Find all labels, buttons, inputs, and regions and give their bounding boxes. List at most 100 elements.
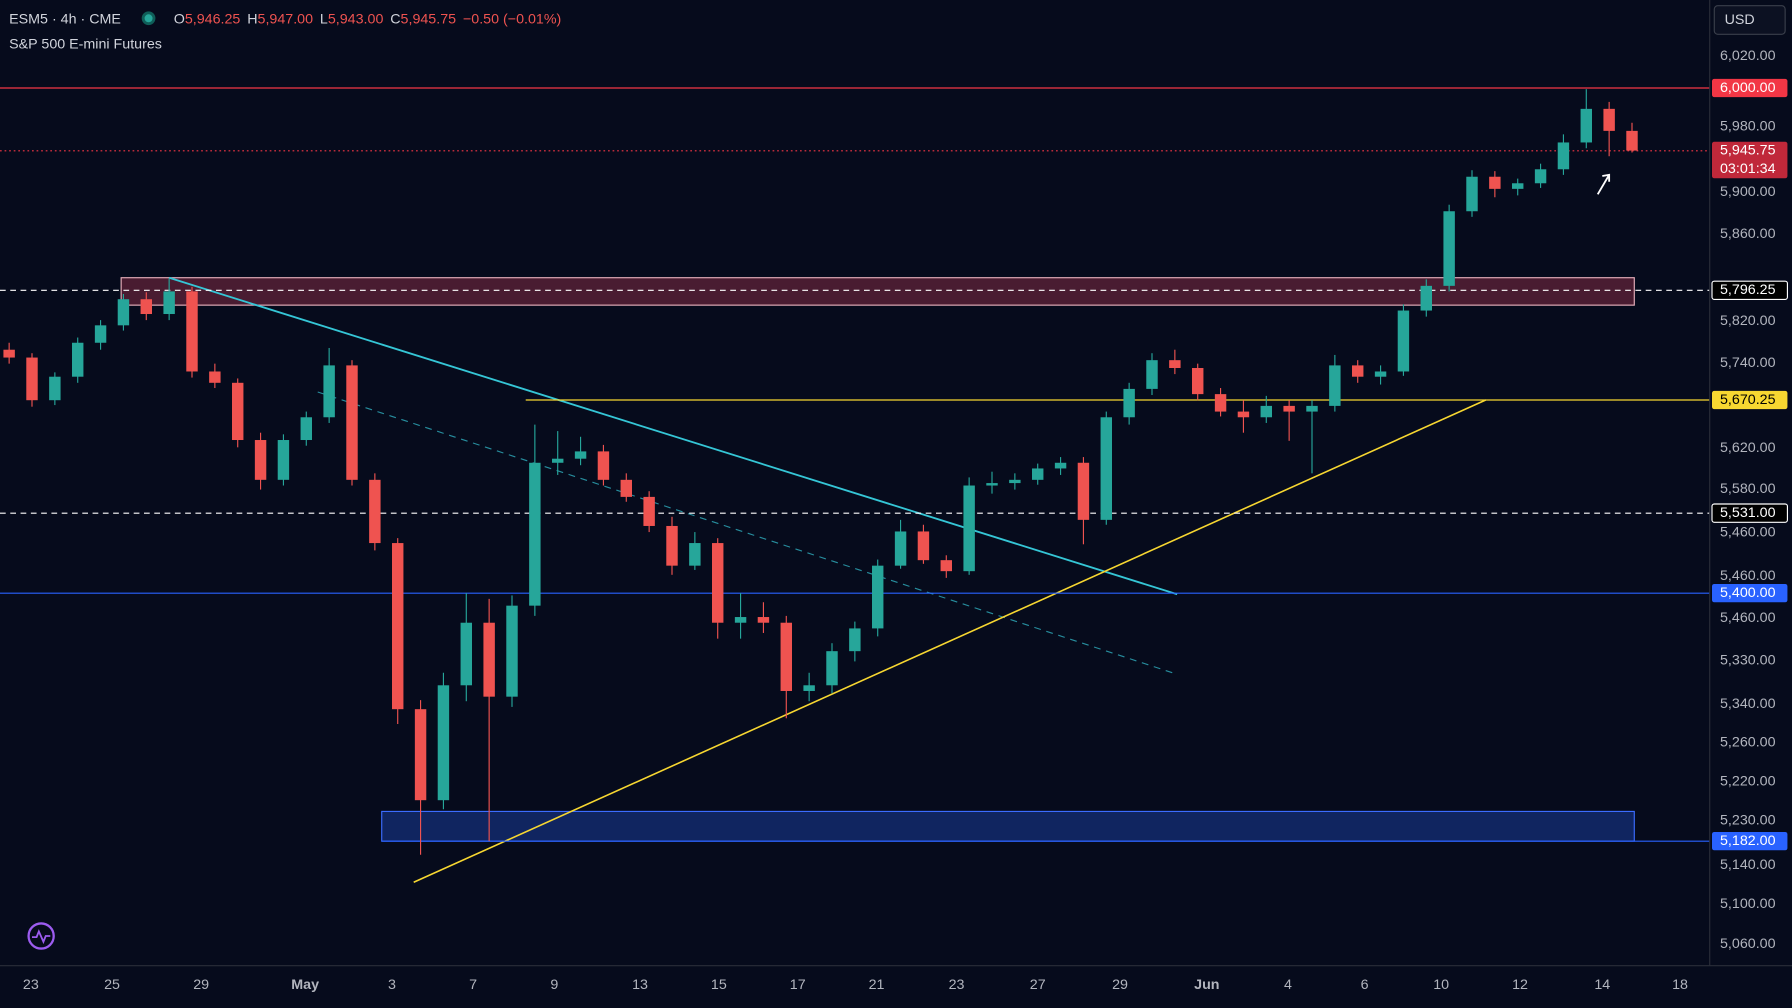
candle-body: [1580, 108, 1592, 143]
ohlc-key: H: [247, 11, 257, 27]
time-label: 23: [23, 977, 39, 993]
time-label: 10: [1433, 977, 1449, 993]
candle-body: [1214, 394, 1227, 412]
candle-body: [1054, 462, 1067, 469]
candle-body: [1100, 417, 1112, 520]
price-label: 5,230.00: [1720, 812, 1776, 828]
candle-body: [506, 605, 518, 697]
ascending-trendline: [413, 399, 1487, 884]
candle-body: [1306, 405, 1318, 412]
candle-body: [757, 617, 770, 623]
level-label-box: [1712, 832, 1788, 851]
candle-body: [849, 628, 861, 652]
candle-body: [1260, 405, 1272, 418]
candle-body: [940, 560, 952, 572]
time-label: 27: [1030, 977, 1046, 993]
candle-body: [986, 483, 998, 486]
candle-body: [254, 440, 267, 480]
candle-body: [872, 565, 884, 629]
candle-body: [117, 299, 130, 326]
ohlc-value: 5,946.25: [185, 11, 241, 27]
candle-body: [1032, 468, 1044, 480]
price-label: 5,860.00: [1720, 226, 1776, 242]
candle-body: [689, 543, 701, 566]
candle-body: [186, 291, 198, 372]
candle-body: [597, 451, 610, 480]
time-label: 6: [1361, 977, 1369, 993]
currency-box[interactable]: [1713, 5, 1786, 35]
candle-body: [1397, 310, 1410, 372]
time-label: 9: [550, 977, 558, 993]
candle-body: [1077, 462, 1090, 520]
candle-body: [483, 622, 495, 697]
time-label: 15: [711, 977, 727, 993]
subtitle: S&P 500 E-mini Futures: [9, 36, 162, 52]
price-label: 5,260.00: [1720, 735, 1776, 751]
price-label: 5,620.00: [1720, 440, 1776, 456]
candle-body: [1557, 142, 1570, 170]
level-label: 5,670.25: [1720, 392, 1776, 408]
time-axis-panel: [0, 965, 1792, 1008]
price-label: 5,740.00: [1720, 355, 1776, 371]
candle-body: [140, 299, 152, 315]
candle-body: [963, 485, 975, 572]
ohlc-key: O: [174, 11, 185, 27]
candle-body: [1420, 285, 1432, 311]
price-label: 5,980.00: [1720, 119, 1776, 135]
candle-body: [1169, 360, 1181, 368]
candle-body: [894, 531, 907, 566]
currency: USD: [1725, 12, 1755, 28]
candle-body: [1237, 411, 1250, 418]
candle-body: [1466, 176, 1478, 212]
change: −0.50 (−0.01%): [463, 11, 561, 27]
level-label: 5,796.25: [1720, 282, 1776, 298]
price-label: 5,330.00: [1720, 652, 1776, 668]
candle-body: [1489, 176, 1501, 189]
candle-body: [1009, 479, 1021, 484]
level-label: 5,531.00: [1720, 505, 1776, 521]
ohlc: O5,946.25 H5,947.00 L5,943.00 C5,945.75 −0.5…: [174, 11, 562, 27]
price-label: 5,460.00: [1720, 524, 1776, 540]
ohlc-key: C: [390, 11, 400, 27]
candle-body: [163, 291, 175, 315]
candle-body: [1352, 365, 1364, 377]
candle-body: [666, 525, 678, 566]
price-label: 6,020.00: [1720, 48, 1776, 64]
logo[interactable]: [27, 922, 55, 950]
level-label-box: [1711, 280, 1788, 300]
candle-body: [1192, 368, 1204, 395]
time-label: 17: [790, 977, 806, 993]
price-label: 5,460.00: [1720, 568, 1776, 584]
candle-body: [1374, 371, 1387, 377]
time-label: May: [291, 977, 319, 993]
candle-body: [3, 349, 15, 358]
candle-body: [460, 622, 472, 686]
price-label: 5,060.00: [1720, 936, 1776, 952]
level-label: 5,945.75: [1720, 143, 1776, 159]
time-label: 13: [632, 977, 648, 993]
time-label: 4: [1284, 977, 1292, 993]
price-label: 5,820.00: [1720, 313, 1776, 329]
candle-body: [1283, 405, 1295, 412]
supply-zone: [120, 277, 1635, 306]
candle-body: [1534, 169, 1547, 184]
logo-wave: [32, 929, 51, 945]
level-label-box: [1712, 141, 1788, 179]
price-label: 5,340.00: [1720, 696, 1776, 712]
arrow: [1596, 173, 1611, 195]
candle-body: [780, 622, 792, 691]
time-label: 18: [1672, 977, 1688, 993]
candle-body: [392, 543, 404, 710]
candle-body: [232, 382, 244, 441]
candle-body: [437, 685, 450, 801]
candle-body: [323, 365, 335, 418]
level-label-box: [1712, 390, 1788, 410]
time-label: 14: [1594, 977, 1610, 993]
candle-body: [277, 440, 290, 480]
time-label: Jun: [1194, 977, 1219, 993]
candle-body: [49, 376, 61, 401]
candle-body: [1626, 130, 1638, 151]
price-axis: 6,020.00 5,980.00 5,900.00 5,860.00 5,820.00…: [1720, 48, 1776, 952]
